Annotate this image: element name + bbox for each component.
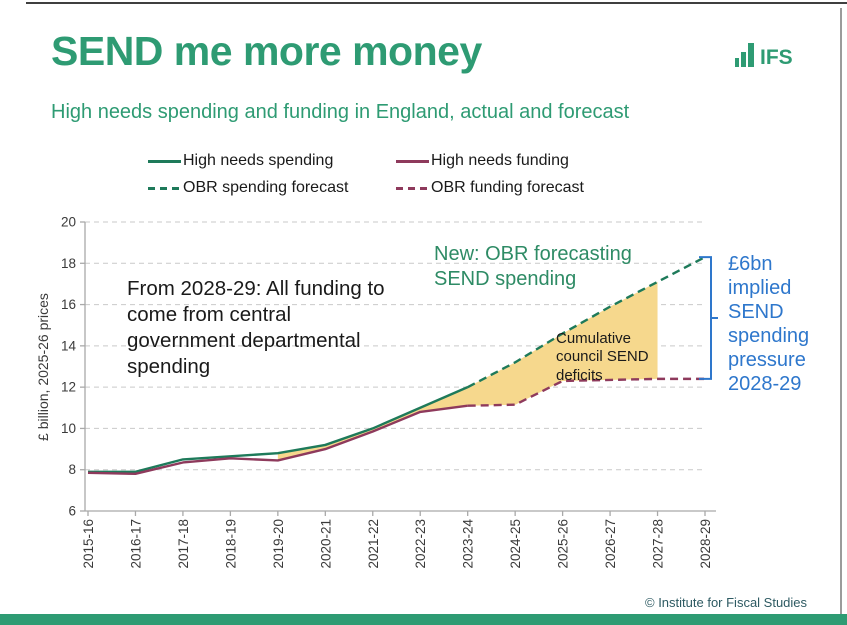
y-tick-label: 14 [61, 338, 77, 353]
annotation-funding-rule: From 2028-29: All funding to come from c… [127, 277, 385, 379]
legend-item-spending: High needs spending [148, 152, 396, 170]
x-tick-label: 2016-17 [128, 519, 143, 569]
annotation-obr-forecast: New: OBR forecasting SEND spending [434, 243, 632, 291]
x-tick-label: 2020-21 [318, 519, 333, 569]
pressure-bracket [699, 256, 718, 380]
legend-label: OBR funding forecast [431, 179, 584, 196]
legend-label: OBR spending forecast [183, 179, 349, 196]
brand-footer-bar [0, 614, 847, 625]
x-tick-label: 2027-28 [651, 519, 666, 569]
x-tick-label: 2018-19 [223, 519, 238, 569]
ifs-logo: IFS [735, 43, 793, 70]
series-forecast-0 [467, 256, 706, 389]
chart-subtitle: High needs spending and funding in Engla… [51, 101, 630, 123]
x-tick-label: 2022-23 [413, 519, 428, 569]
x-tick-label: 2021-22 [366, 519, 381, 569]
y-tick-label: 16 [61, 297, 76, 312]
y-axis-title: £ billion, 2025-26 prices [35, 293, 51, 441]
y-tick-label: 12 [61, 380, 76, 395]
x-tick-label: 2026-27 [603, 519, 618, 569]
annotation-spending-pressure: £6bn implied SEND spending pressure 2028… [728, 253, 810, 395]
dashed-line-swatch [148, 186, 181, 190]
legend-label: High needs funding [431, 152, 569, 169]
series-actual-0 [88, 386, 469, 473]
legend-item-spending-forecast: OBR spending forecast [148, 179, 396, 197]
deficit-area [277, 281, 658, 461]
chart-legend: High needs spending High needs funding O… [148, 152, 584, 197]
x-tick-label: 2025-26 [556, 519, 571, 569]
logo-text: IFS [760, 46, 793, 70]
series-actual-1 [87, 404, 468, 476]
annotation-council-deficits: Cumulative council SEND deficits [556, 330, 649, 384]
y-tick-label: 20 [61, 215, 76, 230]
solid-line-swatch [396, 159, 429, 163]
x-tick-label: 2019-20 [271, 519, 286, 569]
series-forecast-1 [467, 377, 705, 407]
y-tick-label: 8 [68, 462, 76, 477]
copyright-credit: © Institute for Fiscal Studies [645, 595, 808, 610]
y-tick-label: 18 [61, 256, 76, 271]
x-tick-label: 2015-16 [81, 519, 96, 569]
page-title: SEND me more money [51, 28, 482, 74]
y-tick-label: 6 [68, 504, 76, 519]
legend-item-funding-forecast: OBR funding forecast [396, 179, 584, 197]
x-tick-label: 2023-24 [461, 519, 476, 569]
legend-item-funding: High needs funding [396, 152, 584, 170]
dashed-line-swatch [396, 186, 429, 190]
legend-label: High needs spending [183, 152, 334, 169]
x-tick-label: 2017-18 [176, 519, 191, 569]
x-tick-label: 2028-29 [698, 519, 713, 569]
top-border-line [26, 2, 847, 4]
bar-chart-icon [735, 43, 756, 67]
x-tick-label: 2024-25 [508, 519, 523, 569]
solid-line-swatch [148, 159, 181, 163]
y-tick-label: 10 [61, 421, 76, 436]
right-border-line [840, 8, 842, 614]
